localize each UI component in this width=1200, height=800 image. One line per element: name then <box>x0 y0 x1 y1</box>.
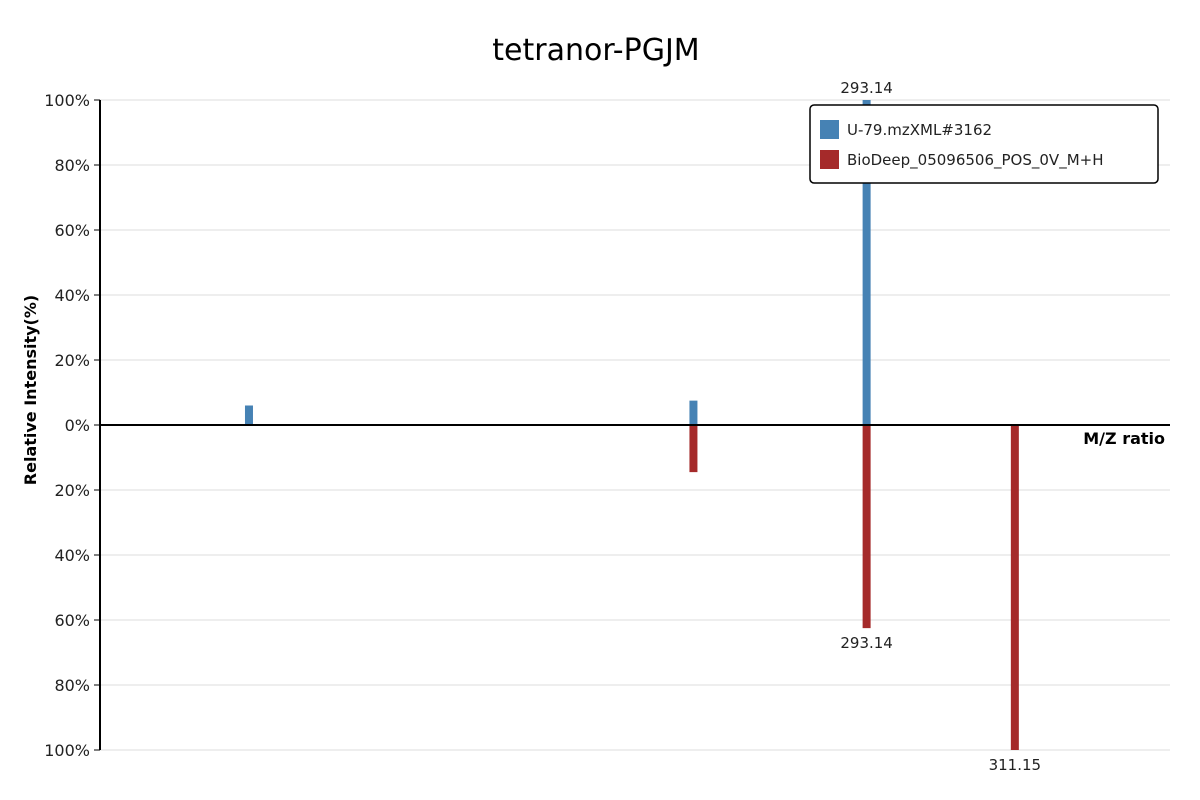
y-tick-label: 100% <box>44 91 90 110</box>
axes: 100% 80% 60% 40% 20% 0% 20% 40% 60% 80% 100% <box>44 91 1170 760</box>
reference-peak-bar <box>862 425 871 629</box>
peak-bars <box>244 100 1019 750</box>
y-tick-label: 0% <box>65 416 90 435</box>
query-peak-bar <box>689 400 698 425</box>
y-tick-label: 20% <box>54 351 90 370</box>
x-axis-title: M/Z ratio <box>1083 429 1165 448</box>
y-tick-label: 40% <box>54 546 90 565</box>
y-axis-title: Relative Intensity(%) <box>21 295 40 485</box>
legend-label-reference: BioDeep_05096506_POS_0V_M+H <box>847 151 1103 170</box>
y-tick-label: 60% <box>54 611 90 630</box>
legend-swatch-reference <box>820 150 839 169</box>
y-tick-label: 100% <box>44 741 90 760</box>
query-peak-bar <box>862 100 871 425</box>
y-tick-label: 20% <box>54 481 90 500</box>
peak-labels: 293.14 293.14 311.15 <box>840 79 1041 774</box>
y-tick-label: 60% <box>54 221 90 240</box>
legend-swatch-query <box>820 120 839 139</box>
peak-label: 311.15 <box>989 756 1042 774</box>
y-tick-label: 80% <box>54 676 90 695</box>
reference-peak-bar <box>1010 425 1019 750</box>
chart-title: tetranor-PGJM <box>492 33 699 68</box>
legend-label-query: U-79.mzXML#3162 <box>847 121 992 139</box>
legend: U-79.mzXML#3162 BioDeep_05096506_POS_0V_… <box>809 104 1159 184</box>
y-tick-label: 40% <box>54 286 90 305</box>
query-peak-bar <box>244 405 253 425</box>
peak-label: 293.14 <box>840 634 893 652</box>
reference-peak-bar <box>689 425 698 473</box>
grid-lines <box>100 99 1170 751</box>
y-tick-label: 80% <box>54 156 90 175</box>
legend-box <box>809 104 1159 184</box>
peak-label: 293.14 <box>840 79 893 97</box>
